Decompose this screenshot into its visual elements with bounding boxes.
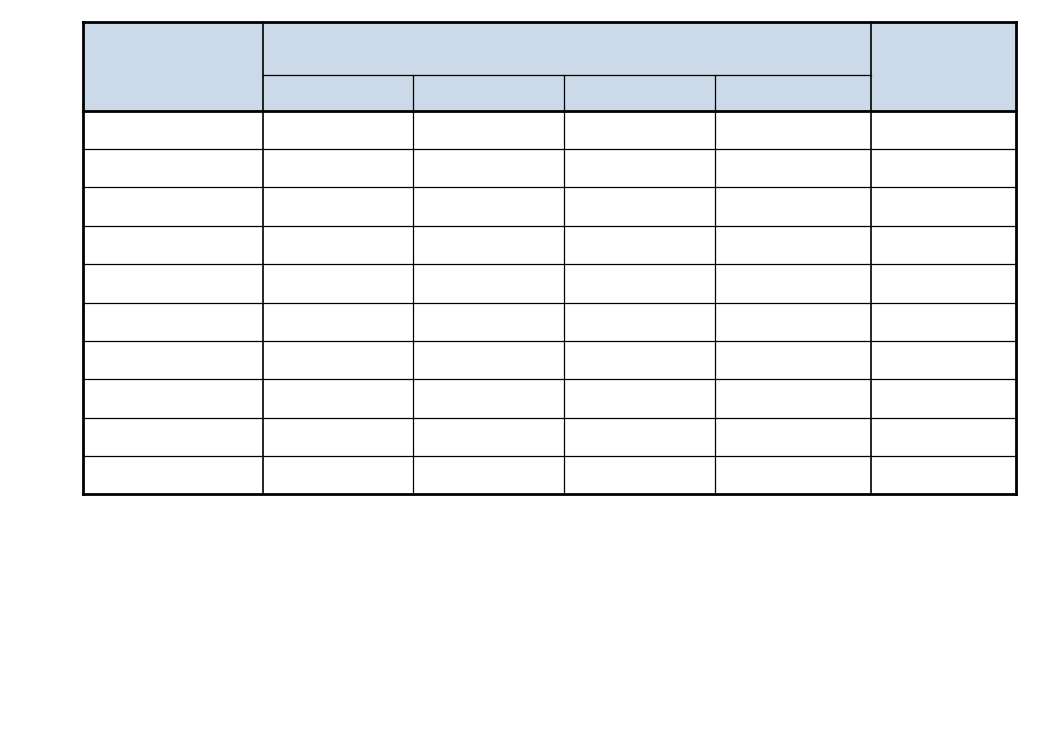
Bar: [871, 226, 1016, 264]
Bar: [871, 111, 1016, 149]
Bar: [871, 456, 1016, 494]
Bar: [262, 264, 414, 303]
Bar: [871, 149, 1016, 187]
Bar: [564, 226, 714, 264]
Bar: [83, 418, 262, 456]
Bar: [262, 187, 414, 226]
Bar: [564, 456, 714, 494]
Bar: [564, 379, 714, 418]
Bar: [83, 22, 262, 111]
Bar: [714, 418, 871, 456]
Bar: [871, 341, 1016, 379]
Bar: [83, 456, 262, 494]
Bar: [83, 303, 262, 341]
Bar: [262, 111, 414, 149]
Bar: [714, 149, 871, 187]
Bar: [262, 456, 414, 494]
Bar: [564, 187, 714, 226]
Bar: [414, 111, 564, 149]
Bar: [714, 264, 871, 303]
Bar: [414, 187, 564, 226]
Bar: [414, 341, 564, 379]
Bar: [414, 149, 564, 187]
Bar: [871, 187, 1016, 226]
Bar: [83, 341, 262, 379]
Bar: [714, 456, 871, 494]
Bar: [714, 75, 871, 111]
Bar: [564, 418, 714, 456]
Bar: [714, 187, 871, 226]
Bar: [414, 418, 564, 456]
Bar: [83, 379, 262, 418]
Bar: [414, 226, 564, 264]
Bar: [262, 226, 414, 264]
Bar: [414, 303, 564, 341]
Bar: [83, 149, 262, 187]
Bar: [414, 456, 564, 494]
Bar: [714, 341, 871, 379]
Bar: [871, 379, 1016, 418]
Bar: [564, 111, 714, 149]
Bar: [714, 303, 871, 341]
Bar: [262, 75, 414, 111]
Bar: [564, 264, 714, 303]
Bar: [262, 418, 414, 456]
Bar: [83, 187, 262, 226]
Bar: [714, 379, 871, 418]
Bar: [871, 418, 1016, 456]
Bar: [414, 379, 564, 418]
Bar: [871, 22, 1016, 111]
Bar: [871, 264, 1016, 303]
Bar: [83, 226, 262, 264]
Bar: [714, 226, 871, 264]
Bar: [262, 379, 414, 418]
Bar: [871, 303, 1016, 341]
Bar: [564, 149, 714, 187]
Bar: [83, 111, 262, 149]
Bar: [564, 75, 714, 111]
Bar: [262, 341, 414, 379]
Bar: [414, 75, 564, 111]
Bar: [262, 149, 414, 187]
Bar: [714, 111, 871, 149]
Bar: [262, 22, 871, 75]
Bar: [414, 264, 564, 303]
Bar: [564, 303, 714, 341]
Bar: [564, 341, 714, 379]
Bar: [262, 303, 414, 341]
Bar: [83, 264, 262, 303]
